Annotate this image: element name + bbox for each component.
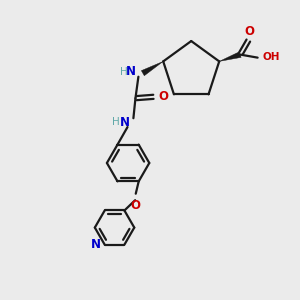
Text: N: N xyxy=(120,116,130,129)
Text: H: H xyxy=(120,67,128,77)
Text: O: O xyxy=(130,199,140,212)
Text: N: N xyxy=(126,65,136,78)
Polygon shape xyxy=(219,52,241,62)
Text: O: O xyxy=(245,25,255,38)
Text: N: N xyxy=(91,238,101,250)
Text: OH: OH xyxy=(262,52,280,62)
Text: O: O xyxy=(158,90,168,103)
Text: H: H xyxy=(112,117,120,128)
Polygon shape xyxy=(141,61,163,76)
